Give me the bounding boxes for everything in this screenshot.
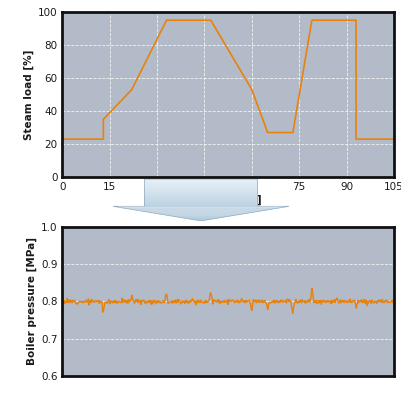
Y-axis label: Boiler pressure [MPa]: Boiler pressure [MPa] <box>26 238 36 365</box>
Polygon shape <box>144 191 257 192</box>
Polygon shape <box>144 211 257 213</box>
Polygon shape <box>144 184 257 185</box>
Polygon shape <box>144 192 257 193</box>
Polygon shape <box>144 201 257 202</box>
Polygon shape <box>156 214 245 215</box>
Polygon shape <box>194 220 207 221</box>
Polygon shape <box>150 213 251 214</box>
Polygon shape <box>144 189 257 191</box>
Polygon shape <box>144 197 257 198</box>
Polygon shape <box>144 196 257 197</box>
Polygon shape <box>144 181 257 182</box>
Polygon shape <box>144 183 257 184</box>
Polygon shape <box>144 198 257 199</box>
Polygon shape <box>144 186 257 187</box>
Polygon shape <box>169 216 232 217</box>
Polygon shape <box>144 199 257 200</box>
Polygon shape <box>144 180 257 181</box>
Y-axis label: Steam load [%]: Steam load [%] <box>23 49 34 140</box>
Polygon shape <box>144 179 257 180</box>
Polygon shape <box>144 205 257 206</box>
Polygon shape <box>144 206 257 207</box>
Polygon shape <box>144 182 257 183</box>
Polygon shape <box>182 218 219 219</box>
Polygon shape <box>144 202 257 203</box>
Polygon shape <box>119 207 282 209</box>
X-axis label: Time [min]: Time [min] <box>194 195 261 205</box>
Polygon shape <box>188 219 213 220</box>
Polygon shape <box>175 217 226 218</box>
Polygon shape <box>144 185 257 186</box>
Polygon shape <box>144 187 257 189</box>
Polygon shape <box>144 203 257 204</box>
Polygon shape <box>144 200 257 201</box>
Polygon shape <box>144 194 257 195</box>
Polygon shape <box>163 215 238 216</box>
Polygon shape <box>131 209 270 211</box>
Polygon shape <box>144 193 257 194</box>
Polygon shape <box>144 204 257 205</box>
Polygon shape <box>144 195 257 196</box>
